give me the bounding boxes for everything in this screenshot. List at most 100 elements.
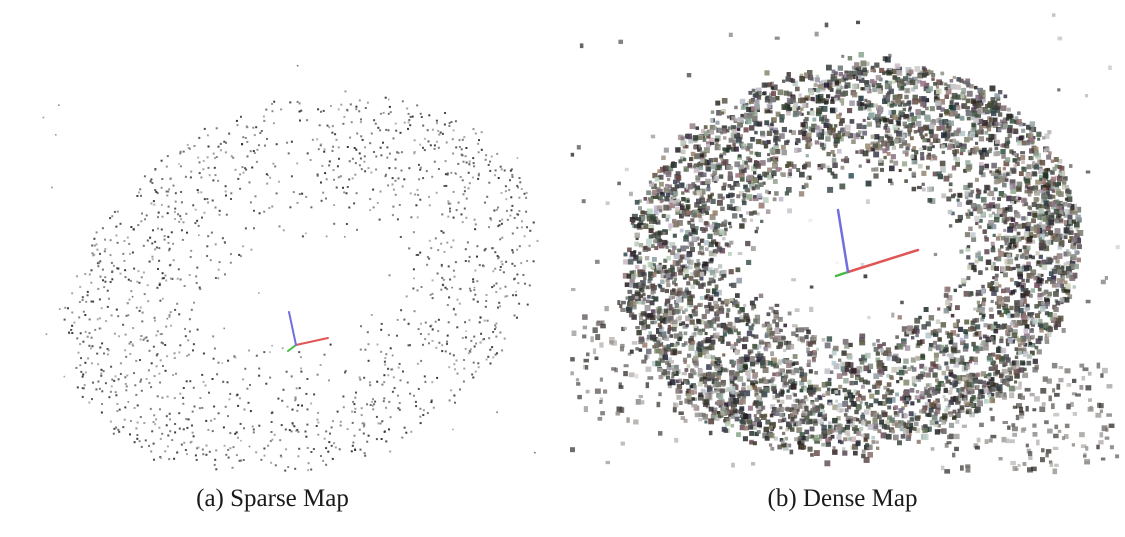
dense-point — [726, 144, 732, 150]
sparse-point — [518, 196, 521, 199]
dense-point — [650, 195, 654, 199]
dense-point — [828, 85, 833, 91]
sparse-point — [296, 201, 299, 204]
dense-point — [697, 347, 703, 353]
dense-point — [955, 113, 961, 119]
dense-point — [687, 162, 693, 168]
dense-point — [659, 348, 665, 355]
dense-point — [780, 390, 785, 394]
sparse-point — [256, 148, 259, 151]
dense-point — [831, 96, 836, 102]
sparse-point — [301, 192, 304, 195]
dense-point — [670, 376, 674, 380]
sparse-point — [175, 372, 177, 375]
dense-point — [995, 301, 999, 305]
sparse-point — [446, 173, 449, 176]
dense-point — [684, 187, 689, 192]
dense-point — [841, 77, 846, 83]
sparse-point — [456, 372, 459, 375]
sparse-point — [262, 115, 265, 118]
dense-point — [961, 282, 966, 287]
dense-point — [824, 122, 828, 126]
dense-point — [783, 323, 788, 328]
dense-point — [1073, 263, 1079, 270]
sparse-point — [360, 414, 363, 417]
sparse-point — [192, 343, 195, 346]
sparse-point — [139, 338, 142, 341]
dense-point — [938, 428, 943, 433]
dense-point — [738, 154, 742, 158]
sparse-point — [326, 124, 329, 127]
sparse-point — [444, 173, 447, 176]
dense-point — [773, 130, 777, 134]
sparse-point — [215, 449, 218, 452]
dense-point — [1021, 315, 1028, 321]
dense-point — [834, 97, 838, 102]
sparse-point — [450, 246, 453, 249]
sparse-point — [218, 213, 221, 216]
sparse-point — [204, 384, 207, 387]
dense-point — [1063, 262, 1068, 267]
dense-point — [1039, 204, 1045, 209]
dense-point — [638, 251, 642, 255]
sparse-point — [165, 190, 168, 193]
sparse-point — [104, 238, 106, 241]
sparse-point — [532, 221, 535, 224]
sparse-point — [463, 186, 466, 189]
sparse-point — [297, 404, 300, 407]
dense-point — [1043, 169, 1049, 174]
dense-point — [693, 323, 698, 329]
dense-point — [966, 106, 970, 110]
sparse-point — [497, 257, 500, 260]
sparse-point — [392, 376, 395, 379]
dense-point — [733, 180, 740, 187]
dense-point — [915, 120, 922, 127]
dense-point — [1046, 223, 1051, 228]
dense-point — [1037, 287, 1042, 292]
sparse-point — [354, 162, 357, 165]
sparse-point — [348, 160, 351, 163]
dense-point — [634, 232, 640, 238]
sparse-point — [473, 335, 476, 338]
dense-point — [892, 124, 899, 130]
dense-point — [720, 300, 725, 305]
dense-point — [705, 205, 711, 211]
dense-point — [775, 393, 780, 399]
dense-point — [949, 110, 955, 117]
sparse-point — [153, 375, 156, 378]
sparse-point — [251, 425, 254, 428]
sparse-point — [471, 176, 474, 179]
dense-point — [904, 153, 909, 157]
dense-point — [806, 111, 811, 115]
sparse-point — [116, 241, 119, 244]
dense-point — [934, 95, 938, 100]
dense-point — [937, 173, 944, 180]
dense-point — [901, 341, 907, 347]
sparse-point — [391, 183, 394, 186]
dense-point — [919, 363, 925, 369]
dense-point — [854, 62, 860, 68]
dense-point — [673, 277, 678, 281]
sparse-point — [124, 333, 127, 336]
sparse-point — [196, 189, 199, 191]
dense-point — [924, 69, 929, 75]
sparse-point — [223, 327, 225, 330]
dense-point — [1047, 179, 1052, 185]
sparse-point — [86, 335, 89, 338]
sparse-point — [379, 422, 382, 425]
dense-point — [638, 348, 643, 352]
sparse-point — [437, 249, 440, 252]
dense-point — [1044, 211, 1049, 216]
dense-point — [911, 376, 918, 383]
dense-point — [646, 213, 650, 217]
sparse-point — [197, 156, 200, 159]
dense-point — [990, 286, 995, 292]
dense-point — [1040, 260, 1045, 265]
dense-point — [1018, 367, 1025, 373]
sparse-point — [185, 418, 188, 421]
dense-point — [756, 212, 760, 216]
dense-point — [1043, 322, 1049, 329]
sparse-point — [251, 166, 254, 169]
dense-point — [942, 395, 946, 399]
dense-point — [774, 135, 781, 142]
